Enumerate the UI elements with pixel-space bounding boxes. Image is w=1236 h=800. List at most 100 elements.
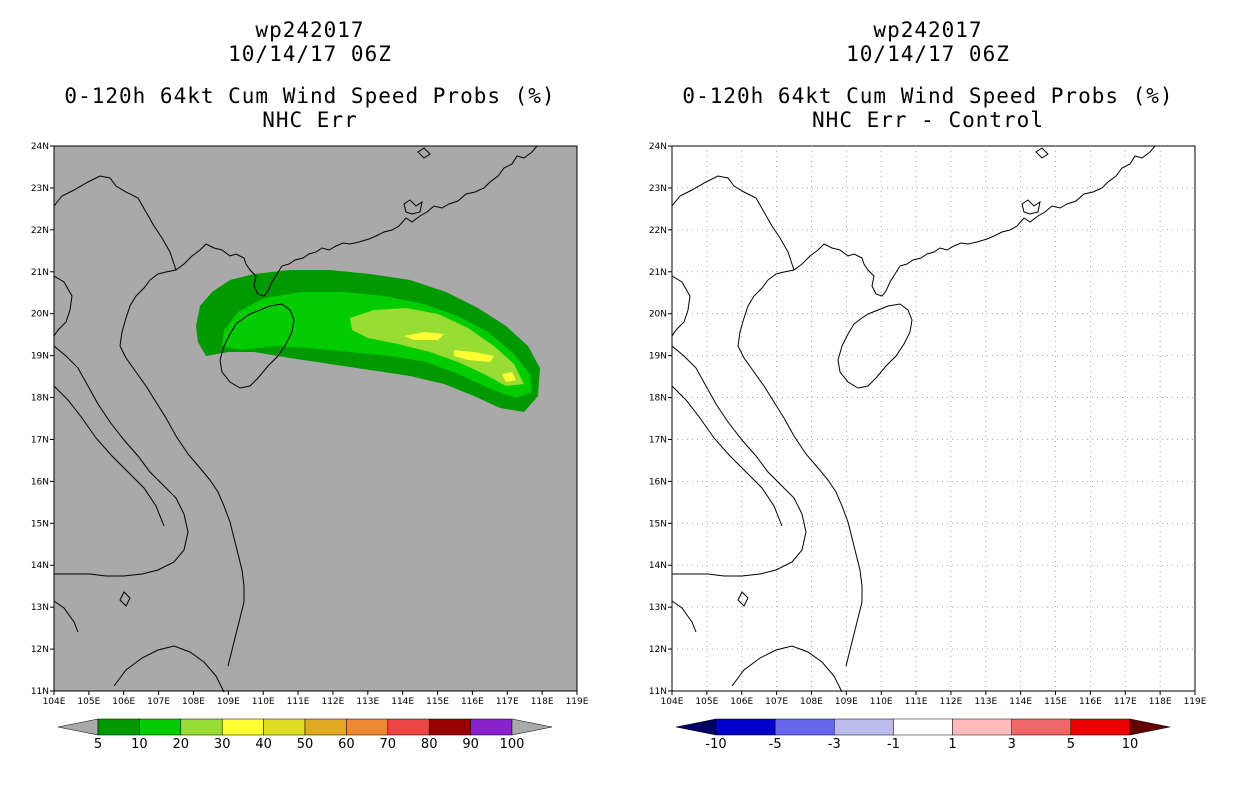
- right-lat-label: 11N: [649, 687, 667, 697]
- left-colorbar-swatch: [180, 718, 223, 736]
- left-colorbar-swatch: [387, 718, 430, 736]
- left-lat-label: 24N: [31, 142, 49, 152]
- right-lat-label: 19N: [649, 352, 667, 362]
- left-lat-label: 17N: [31, 435, 49, 445]
- left-lon-label: 106E: [112, 697, 135, 707]
- left-colorbar-label: 5: [94, 737, 102, 752]
- right-lon-label: 105E: [695, 697, 718, 707]
- left-map-background: [53, 145, 578, 692]
- left-lon-label: 112E: [321, 697, 344, 707]
- right-lat-label: 17N: [649, 435, 667, 445]
- right-lat-label: 16N: [649, 477, 667, 487]
- right-colorbar-swatch: [834, 718, 894, 736]
- left-colorbar-swatch: [263, 718, 306, 736]
- right-colorbar: -10 -5 -3 -1 1 3 5 10: [675, 718, 1171, 752]
- right-lon-label: 118E: [1149, 697, 1172, 707]
- right-colorbar-swatch: [1070, 718, 1131, 736]
- right-lon-label: 104E: [661, 697, 684, 707]
- left-colorbar-swatch: [428, 718, 471, 736]
- right-lat-label: 14N: [649, 561, 667, 571]
- left-lat-label: 18N: [31, 394, 49, 404]
- left-colorbar-swatch: [221, 718, 264, 736]
- left-colorbar-label: 10: [131, 737, 148, 752]
- left-lat-label: 14N: [31, 561, 49, 571]
- right-lat-label: 13N: [649, 603, 667, 613]
- left-lat-label: 11N: [31, 687, 49, 697]
- right-colorbar-swatch: [893, 718, 953, 736]
- prob-contour-30a: [404, 332, 444, 340]
- left-lat-label: 13N: [31, 603, 49, 613]
- left-lon-label: 113E: [356, 697, 379, 707]
- left-lon-label: 119E: [566, 697, 589, 707]
- left-lat-label: 19N: [31, 352, 49, 362]
- prob-contour-10: [222, 292, 532, 398]
- right-colorbar-swatch: [1011, 718, 1072, 736]
- left-lat-label: 15N: [31, 519, 49, 529]
- left-colorbar-label: 30: [214, 737, 231, 752]
- right-map-gridlines: [672, 146, 1195, 691]
- right-lon-label: 110E: [870, 697, 893, 707]
- left-colorbar-label: 40: [255, 737, 272, 752]
- right-map-axis-labels: 104E 105E 106E 107E 108E 109E 110E 111E 112E 113E…: [649, 142, 1207, 707]
- left-colorbar-swatch: [139, 718, 182, 736]
- right-lon-label: 115E: [1044, 697, 1067, 707]
- right-lat-label: 21N: [649, 268, 667, 278]
- left-colorbar-label: 20: [173, 737, 190, 752]
- right-lat-label: 22N: [649, 226, 667, 236]
- left-title-block: wp242017 10/14/17 06Z 0-120h 64kt Cum Wi…: [50, 18, 570, 132]
- right-map: [671, 145, 1196, 693]
- right-storm-id: wp242017: [873, 18, 983, 42]
- left-lat-label: 20N: [31, 310, 49, 320]
- left-colorbar-swatch: [304, 718, 347, 736]
- left-colorbar-swatch: [97, 718, 140, 736]
- left-colorbar-label: 80: [421, 737, 438, 752]
- right-colorbar-label: -10: [705, 737, 726, 752]
- right-colorbar-swatch: [952, 718, 1012, 736]
- right-lon-label: 117E: [1114, 697, 1137, 707]
- left-lon-label: 109E: [217, 697, 240, 707]
- right-lon-label: 109E: [835, 697, 858, 707]
- left-lon-label: 115E: [426, 697, 449, 707]
- left-colorbar-label: 60: [338, 737, 355, 752]
- left-lon-label: 118E: [531, 697, 554, 707]
- left-lat-label: 23N: [31, 184, 49, 194]
- right-colorbar-swatch: [774, 718, 835, 736]
- left-colorbar: 5 10 20 30 40 50 60 70 80 90 100: [57, 718, 553, 752]
- left-lon-label: 108E: [182, 697, 205, 707]
- right-lon-label: 119E: [1184, 697, 1207, 707]
- left-map: [53, 145, 578, 693]
- left-product-title: 0-120h 64kt Cum Wind Speed Probs (%): [64, 84, 556, 108]
- right-lon-label: 116E: [1079, 697, 1102, 707]
- left-colorbar-label: 50: [297, 737, 314, 752]
- left-lon-label: 114E: [391, 697, 414, 707]
- right-lat-label: 15N: [649, 519, 667, 529]
- right-lon-label: 106E: [730, 697, 753, 707]
- left-colorbar-label: 90: [462, 737, 479, 752]
- left-lat-label: 22N: [31, 226, 49, 236]
- left-map-axis-labels: 104E 105E 106E 107E 108E 109E 110E 111E 112E 113E…: [31, 142, 589, 707]
- left-colorbar-high-end: [511, 718, 553, 736]
- left-lon-label: 110E: [252, 697, 275, 707]
- left-lon-label: 116E: [461, 697, 484, 707]
- right-colorbar-high-end: [1129, 718, 1171, 736]
- right-lat-label: 24N: [649, 142, 667, 152]
- right-colorbar-label: 5: [1067, 737, 1075, 752]
- right-datetime: 10/14/17 06Z: [846, 42, 1010, 66]
- left-colorbar-label: 100: [500, 737, 525, 752]
- right-lon-label: 114E: [1009, 697, 1032, 707]
- right-lon-label: 108E: [800, 697, 823, 707]
- left-lon-label: 111E: [287, 697, 310, 707]
- right-lon-label: 112E: [939, 697, 962, 707]
- right-colorbar-label: -5: [769, 737, 782, 752]
- left-lat-label: 12N: [31, 645, 49, 655]
- left-subtitle: NHC Err: [262, 108, 358, 132]
- right-map-background: [671, 145, 1196, 692]
- left-lon-label: 107E: [147, 697, 170, 707]
- right-lon-label: 113E: [974, 697, 997, 707]
- prob-contour-30c: [502, 372, 516, 382]
- right-colorbar-swatch: [715, 718, 776, 736]
- right-lat-label: 18N: [649, 394, 667, 404]
- right-lon-label: 111E: [905, 697, 928, 707]
- right-colorbar-label: 10: [1122, 737, 1139, 752]
- right-subtitle: NHC Err - Control: [812, 108, 1044, 132]
